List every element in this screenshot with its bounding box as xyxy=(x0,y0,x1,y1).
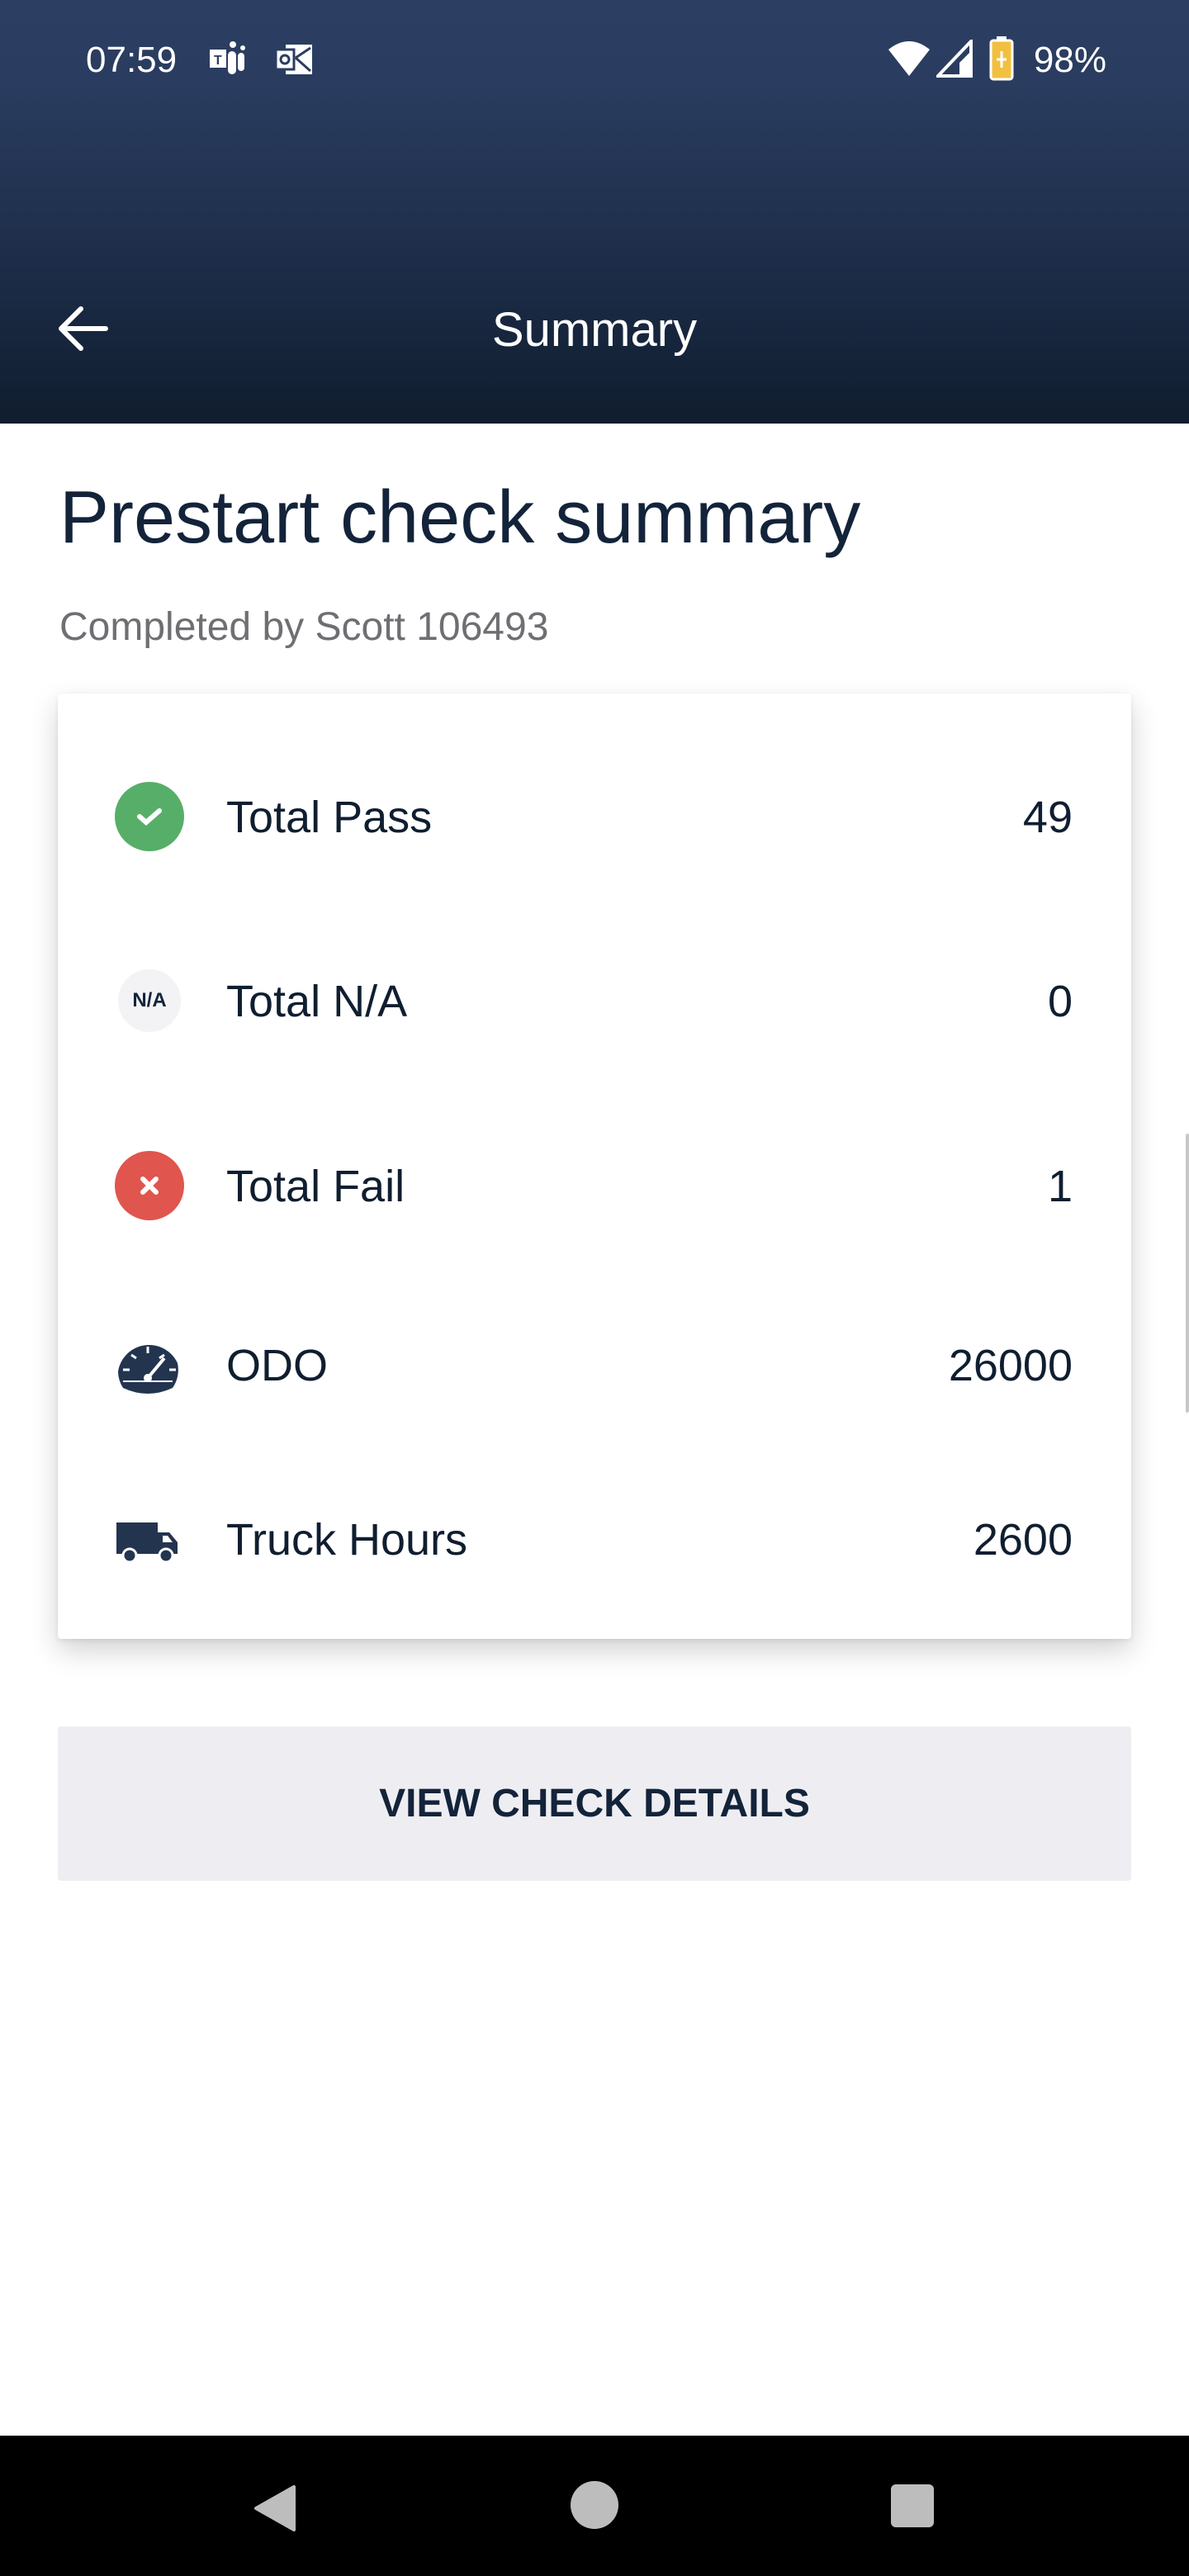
x-circle-icon xyxy=(115,1151,184,1220)
summary-label: Total N/A xyxy=(226,977,408,1026)
system-nav-bar xyxy=(0,2436,1189,2576)
status-time: 07:59 xyxy=(86,40,178,80)
speedometer-icon xyxy=(118,1344,178,1394)
na-icon: N/A xyxy=(118,969,181,1032)
summary-value: 26000 xyxy=(948,1341,1073,1390)
summary-value: 49 xyxy=(1022,793,1073,842)
summary-label: Truck Hours xyxy=(226,1515,468,1565)
app-header: 07:59 T 98% Summary xyxy=(0,0,1189,424)
svg-text:T: T xyxy=(214,54,222,68)
wifi-icon xyxy=(888,41,930,76)
scrollbar[interactable] xyxy=(1186,1134,1189,1413)
summary-card: Total Pass 49 N/A Total N/A 0 Total Fail… xyxy=(58,694,1131,1639)
summary-row-na: N/A Total N/A 0 xyxy=(58,951,1131,1050)
summary-label: Total Pass xyxy=(226,793,433,842)
summary-row-fail: Total Fail 1 xyxy=(58,1136,1131,1235)
truck-icon xyxy=(116,1522,178,1564)
summary-row-truck-hours: Truck Hours 2600 xyxy=(58,1489,1131,1589)
view-check-details-button[interactable]: VIEW CHECK DETAILS xyxy=(58,1726,1131,1881)
summary-value: 0 xyxy=(1047,977,1073,1026)
recents-square-icon[interactable] xyxy=(890,2484,935,2528)
home-circle-icon[interactable] xyxy=(570,2480,619,2530)
completed-by: Completed by Scott 106493 xyxy=(59,605,549,649)
back-button[interactable] xyxy=(56,304,109,353)
battery-charging-icon xyxy=(989,36,1014,81)
outlook-icon xyxy=(274,45,312,74)
summary-row-odo: ODO 26000 xyxy=(58,1315,1131,1414)
summary-row-pass: Total Pass 49 xyxy=(58,767,1131,866)
page-title: Prestart check summary xyxy=(59,476,861,559)
battery-percent: 98% xyxy=(1033,40,1106,80)
summary-value: 2600 xyxy=(973,1515,1073,1565)
header-title: Summary xyxy=(491,303,698,357)
summary-label: ODO xyxy=(226,1341,329,1390)
summary-value: 1 xyxy=(1047,1162,1073,1211)
status-bar: 07:59 T 98% xyxy=(0,36,1189,86)
back-triangle-icon[interactable] xyxy=(251,2484,301,2533)
check-circle-icon xyxy=(115,782,184,851)
signal-icon xyxy=(936,40,973,78)
summary-label: Total Fail xyxy=(226,1162,405,1211)
teams-icon: T xyxy=(210,41,245,74)
